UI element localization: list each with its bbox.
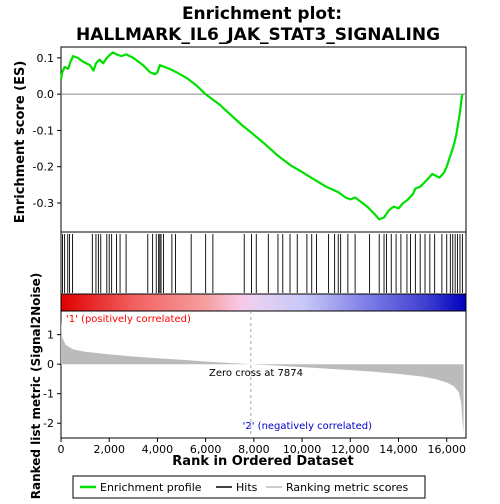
x-tick-label: 10,000 xyxy=(283,443,322,456)
metric-y-ticks: 1 0 -1 -2 xyxy=(43,329,61,430)
metric-y-tick-label: 1 xyxy=(47,329,54,342)
x-tick-label: 12,000 xyxy=(331,443,370,456)
es-y-tick-label: -0.3 xyxy=(33,197,54,210)
es-y-tick-label: 0.1 xyxy=(37,52,55,65)
hits-panel-frame xyxy=(60,231,467,295)
x-tick-label: 0 xyxy=(58,443,65,456)
legend-enrichment-label: Enrichment profile xyxy=(100,481,202,494)
es-y-tick-label: -0.2 xyxy=(33,161,54,174)
x-tick-label: 14,000 xyxy=(379,443,418,456)
metric-y-tick-label: 0 xyxy=(47,358,54,371)
x-tick-label: 2,000 xyxy=(93,443,125,456)
metric-y-tick-label: -1 xyxy=(43,388,54,401)
x-tick-label: 6,000 xyxy=(190,443,222,456)
es-y-tick-label: 0.0 xyxy=(37,88,55,101)
legend-box xyxy=(72,475,426,499)
legend-hits-label: Hits xyxy=(236,481,258,494)
es-y-tick-label: -0.1 xyxy=(33,124,54,137)
chart-title-line2: HALLMARK_IL6_JAK_STAT3_SIGNALING xyxy=(76,25,440,45)
chart-title-line1: Enrichment plot: xyxy=(182,4,342,24)
metric-y-tick-label: -2 xyxy=(43,417,54,430)
enrichment-profile-line xyxy=(59,51,464,221)
legend-metric-label: Ranking metric scores xyxy=(286,481,408,494)
metric-y-axis-label: Ranked list metric (Signal2Noise) xyxy=(29,273,43,500)
x-ticks: 0 2,000 4,000 6,000 8,000 10,000 12,000 14,000 1… xyxy=(58,438,466,456)
rank-color-band xyxy=(60,293,467,312)
zero-cross-label: Zero cross at 7874 xyxy=(209,368,303,379)
x-tick-label: 16,000 xyxy=(427,443,466,456)
es-y-axis-label: Enrichment score (ES) xyxy=(13,61,28,224)
es-y-ticks: 0.1 0.0 -0.1 -0.2 -0.3 xyxy=(33,52,61,210)
x-tick-label: 4,000 xyxy=(142,443,174,456)
x-tick-label: 8,000 xyxy=(238,443,270,456)
hits-bars xyxy=(61,234,463,293)
metric-panel-frame xyxy=(60,310,467,439)
negative-correlation-label: '2' (negatively correlated) xyxy=(243,421,372,432)
x-axis-label: Rank in Ordered Dataset xyxy=(172,454,353,469)
positive-correlation-label: '1' (positively correlated) xyxy=(66,314,191,325)
es-panel-frame xyxy=(60,46,467,233)
